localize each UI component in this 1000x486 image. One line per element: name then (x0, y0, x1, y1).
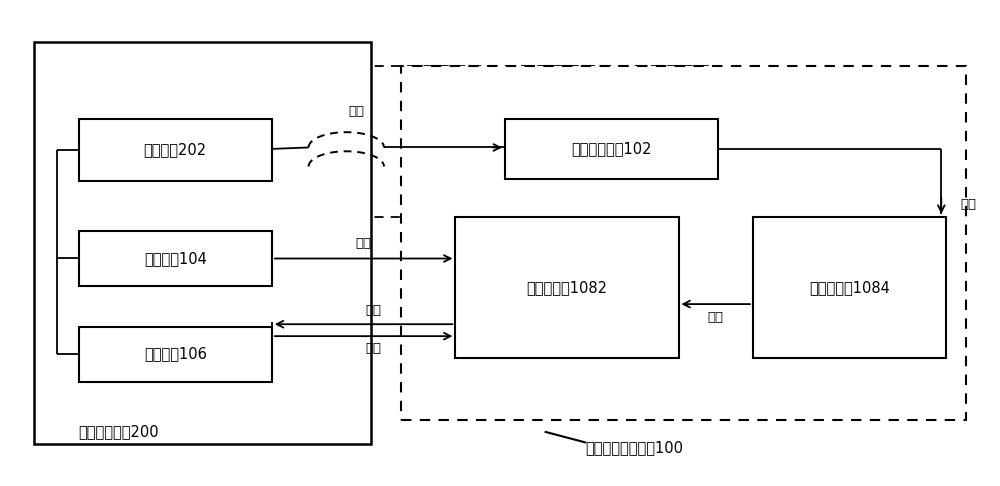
Bar (79, 327, 272, 382)
Bar (753, 217, 946, 358)
Bar (505, 119, 718, 178)
Bar (79, 119, 272, 181)
Text: 第二开关106: 第二开关106 (144, 347, 207, 362)
Text: 第一开关104: 第一开关104 (144, 251, 207, 266)
Text: 通信: 通信 (960, 198, 976, 211)
Bar (79, 231, 272, 286)
Text: 通信: 通信 (366, 342, 382, 355)
Text: 电芯加热控制装置100: 电芯加热控制装置100 (585, 440, 683, 455)
Text: 加热装置202: 加热装置202 (144, 142, 207, 157)
Text: 温度采集模块102: 温度采集模块102 (571, 141, 652, 156)
Bar (455, 217, 679, 358)
Text: 第二控制器1084: 第二控制器1084 (809, 279, 890, 295)
Text: 采集: 采集 (348, 105, 364, 118)
Bar (401, 66, 966, 420)
Text: 第一控制器1082: 第一控制器1082 (526, 279, 607, 295)
Bar (34, 42, 371, 444)
Text: 电芯加热电路200: 电芯加热电路200 (78, 424, 159, 439)
Text: 通信: 通信 (708, 311, 724, 324)
Text: 控制: 控制 (355, 237, 371, 250)
Bar (277, 66, 718, 217)
Text: 控制: 控制 (366, 304, 382, 317)
